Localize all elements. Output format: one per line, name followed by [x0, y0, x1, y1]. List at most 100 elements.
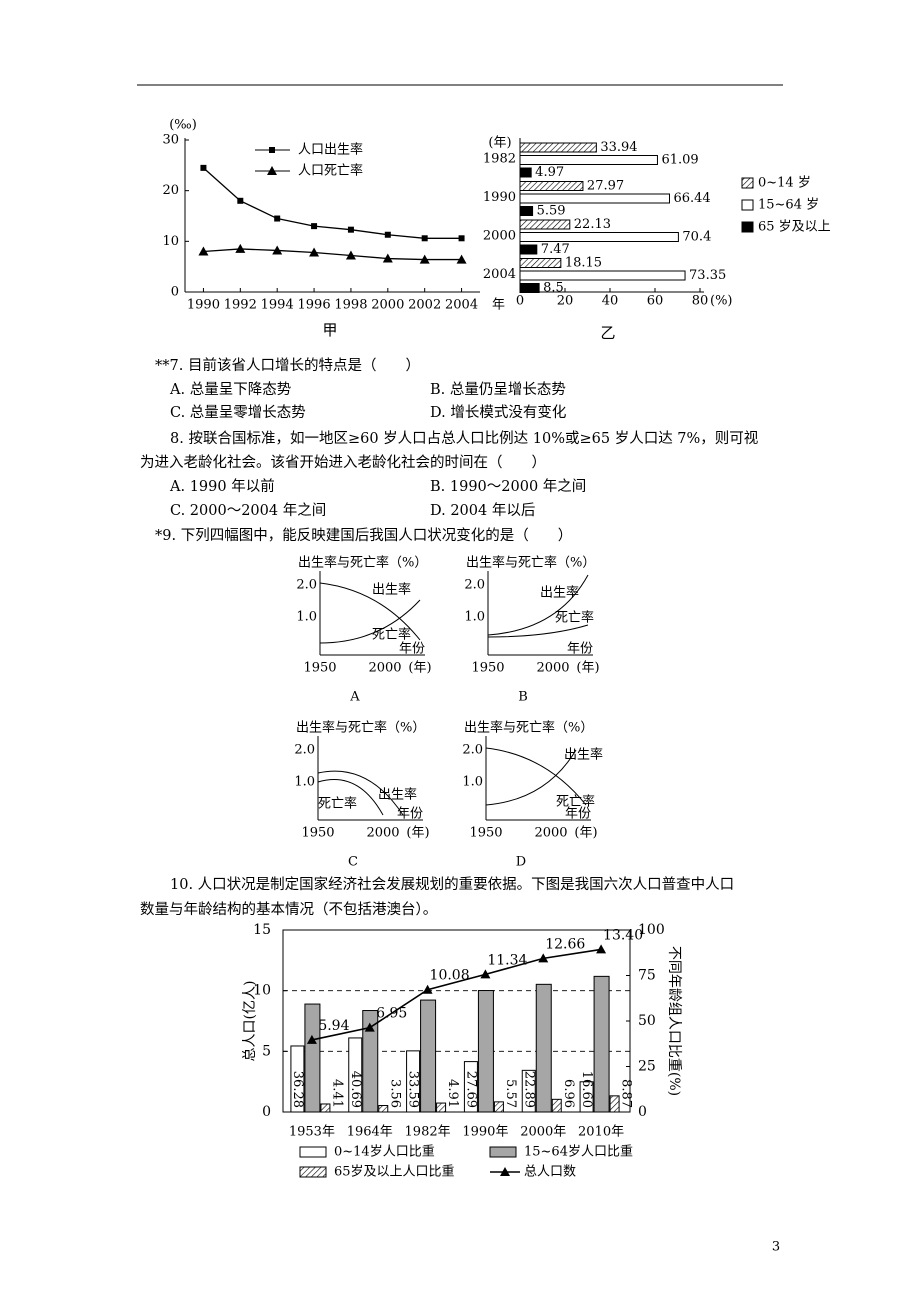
figure-caption: D: [516, 855, 526, 870]
x-tick-label: 1950: [471, 661, 504, 676]
y-tick-label: 1990: [483, 190, 516, 205]
x-axis-unit: (%): [710, 294, 733, 309]
y-tick-label: 2.0: [294, 743, 315, 758]
y-axis-label: 总人口(亿人): [242, 981, 258, 1062]
question-text: D. 增长模式没有变化: [430, 404, 566, 421]
x-tick-label: 1998: [334, 298, 367, 313]
legend-label: 65岁及以上人口比重: [334, 1164, 455, 1180]
bar: [493, 1101, 504, 1113]
value-label: 33.94: [600, 140, 637, 155]
y-tick-label: 30: [162, 133, 179, 148]
x-tick-label: 1994: [261, 298, 294, 313]
y-tick-label: 2.0: [464, 578, 485, 593]
value-label: 5.57: [503, 1079, 518, 1108]
legend-label: 0~14岁人口比重: [334, 1144, 435, 1160]
value-label: 3.56: [387, 1079, 402, 1108]
value-label: 5.59: [537, 204, 566, 219]
value-label: 66.44: [673, 191, 710, 206]
x-tick-label: 2000: [368, 661, 401, 676]
x-axis-unit: (年): [406, 826, 429, 841]
bar: [521, 1069, 536, 1113]
question-text: **7. 目前该省人口增长的特点是（ ）: [155, 357, 420, 374]
bar: [519, 270, 686, 281]
x-tick-label: 2000年: [520, 1125, 566, 1140]
curve: [487, 624, 589, 638]
legend-marker: [267, 166, 277, 175]
x-tick-label: 1964年: [347, 1125, 393, 1140]
legend-swatch: [741, 199, 754, 211]
legend-swatch: [489, 1146, 517, 1158]
question-text: A. 总量呈下降态势: [169, 381, 291, 398]
y-tick-label: 20: [162, 183, 179, 198]
y2-tick-label: 75: [638, 968, 656, 984]
y-tick-label: 10: [162, 234, 179, 249]
question-text: 10. 人口状况是制定国家经济社会发展规划的重要依据。下图是我国六次人口普查中人…: [170, 876, 734, 893]
series-line: [203, 167, 462, 239]
bar: [519, 167, 532, 178]
data-point: [538, 953, 549, 963]
data-point: [419, 254, 430, 264]
x-tick-label: 2000: [536, 661, 569, 676]
legend-swatch: [299, 1166, 327, 1178]
x-axis-label: 年份: [565, 807, 591, 822]
x-axis-label: 年份: [397, 807, 423, 822]
value-label: 5.94: [318, 1018, 349, 1034]
data-point: [456, 254, 467, 264]
x-tick-label: 1982年: [405, 1125, 451, 1140]
bar: [593, 975, 610, 1113]
x-tick-label: 20: [557, 294, 574, 309]
bar: [320, 1103, 331, 1113]
y-axis-label: 出生率与死亡率（%）: [466, 555, 595, 571]
y-tick-label: 2.0: [462, 743, 483, 758]
bar: [378, 1105, 389, 1113]
bar: [519, 181, 584, 191]
legend-label: 15~64 岁: [758, 198, 819, 213]
figure-caption: B: [518, 690, 528, 705]
value-label: 70.4: [682, 230, 711, 245]
y-axis-label: (‰): [169, 118, 197, 133]
x-tick-label: 2000: [534, 826, 567, 841]
value-label: 4.97: [535, 165, 564, 180]
question-text: 为进入老龄化社会。该省开始进入老龄化社会的时间在（ ）: [140, 454, 546, 471]
y-tick-label: 5: [262, 1043, 271, 1059]
x-tick-label: 2010年: [578, 1125, 624, 1140]
bar: [406, 1050, 421, 1113]
y-tick-label: 0: [262, 1104, 271, 1120]
bar: [519, 193, 670, 204]
bar: [519, 258, 562, 268]
x-tick-label: 2000: [371, 298, 404, 313]
data-point: [480, 969, 491, 979]
question-text: A. 1990 年以前: [169, 478, 275, 495]
value-label: 6.95: [376, 1006, 407, 1022]
value-label: 12.66: [545, 936, 585, 952]
x-axis-unit: (年): [408, 661, 431, 676]
figure-caption: A: [349, 690, 360, 705]
y-tick-label: 2.0: [296, 578, 317, 593]
data-point: [347, 226, 354, 233]
legend-label: 0~14 岁: [758, 176, 811, 191]
y-axis-label: (年): [488, 136, 511, 151]
y-tick-label: 2000: [483, 229, 516, 244]
bar: [519, 283, 540, 293]
x-tick-label: 1950: [301, 826, 334, 841]
question-text: *9. 下列四幅图中，能反映建国后我国人口状况变化的是（ ）: [155, 527, 572, 544]
bar: [463, 1061, 478, 1113]
value-label: 40.69: [348, 1071, 363, 1108]
curve-label: 出生率: [372, 582, 411, 598]
question-text: D. 2004 年以后: [430, 502, 535, 519]
bar: [535, 983, 552, 1113]
curve: [485, 747, 587, 806]
series-line: [311, 948, 602, 1041]
value-label: 61.09: [661, 153, 698, 168]
y-tick-label: 0: [171, 285, 179, 300]
x-tick-label: 1996: [298, 298, 331, 313]
data-point: [345, 250, 356, 260]
value-label: 16.60: [579, 1071, 594, 1108]
question-text: B. 1990～2000 年之间: [430, 478, 586, 495]
value-label: 27.69: [463, 1071, 478, 1108]
data-point: [237, 197, 244, 204]
legend-label: 15~64岁人口比重: [524, 1144, 633, 1160]
bar: [551, 1098, 562, 1113]
value-label: 33.59: [406, 1071, 421, 1108]
